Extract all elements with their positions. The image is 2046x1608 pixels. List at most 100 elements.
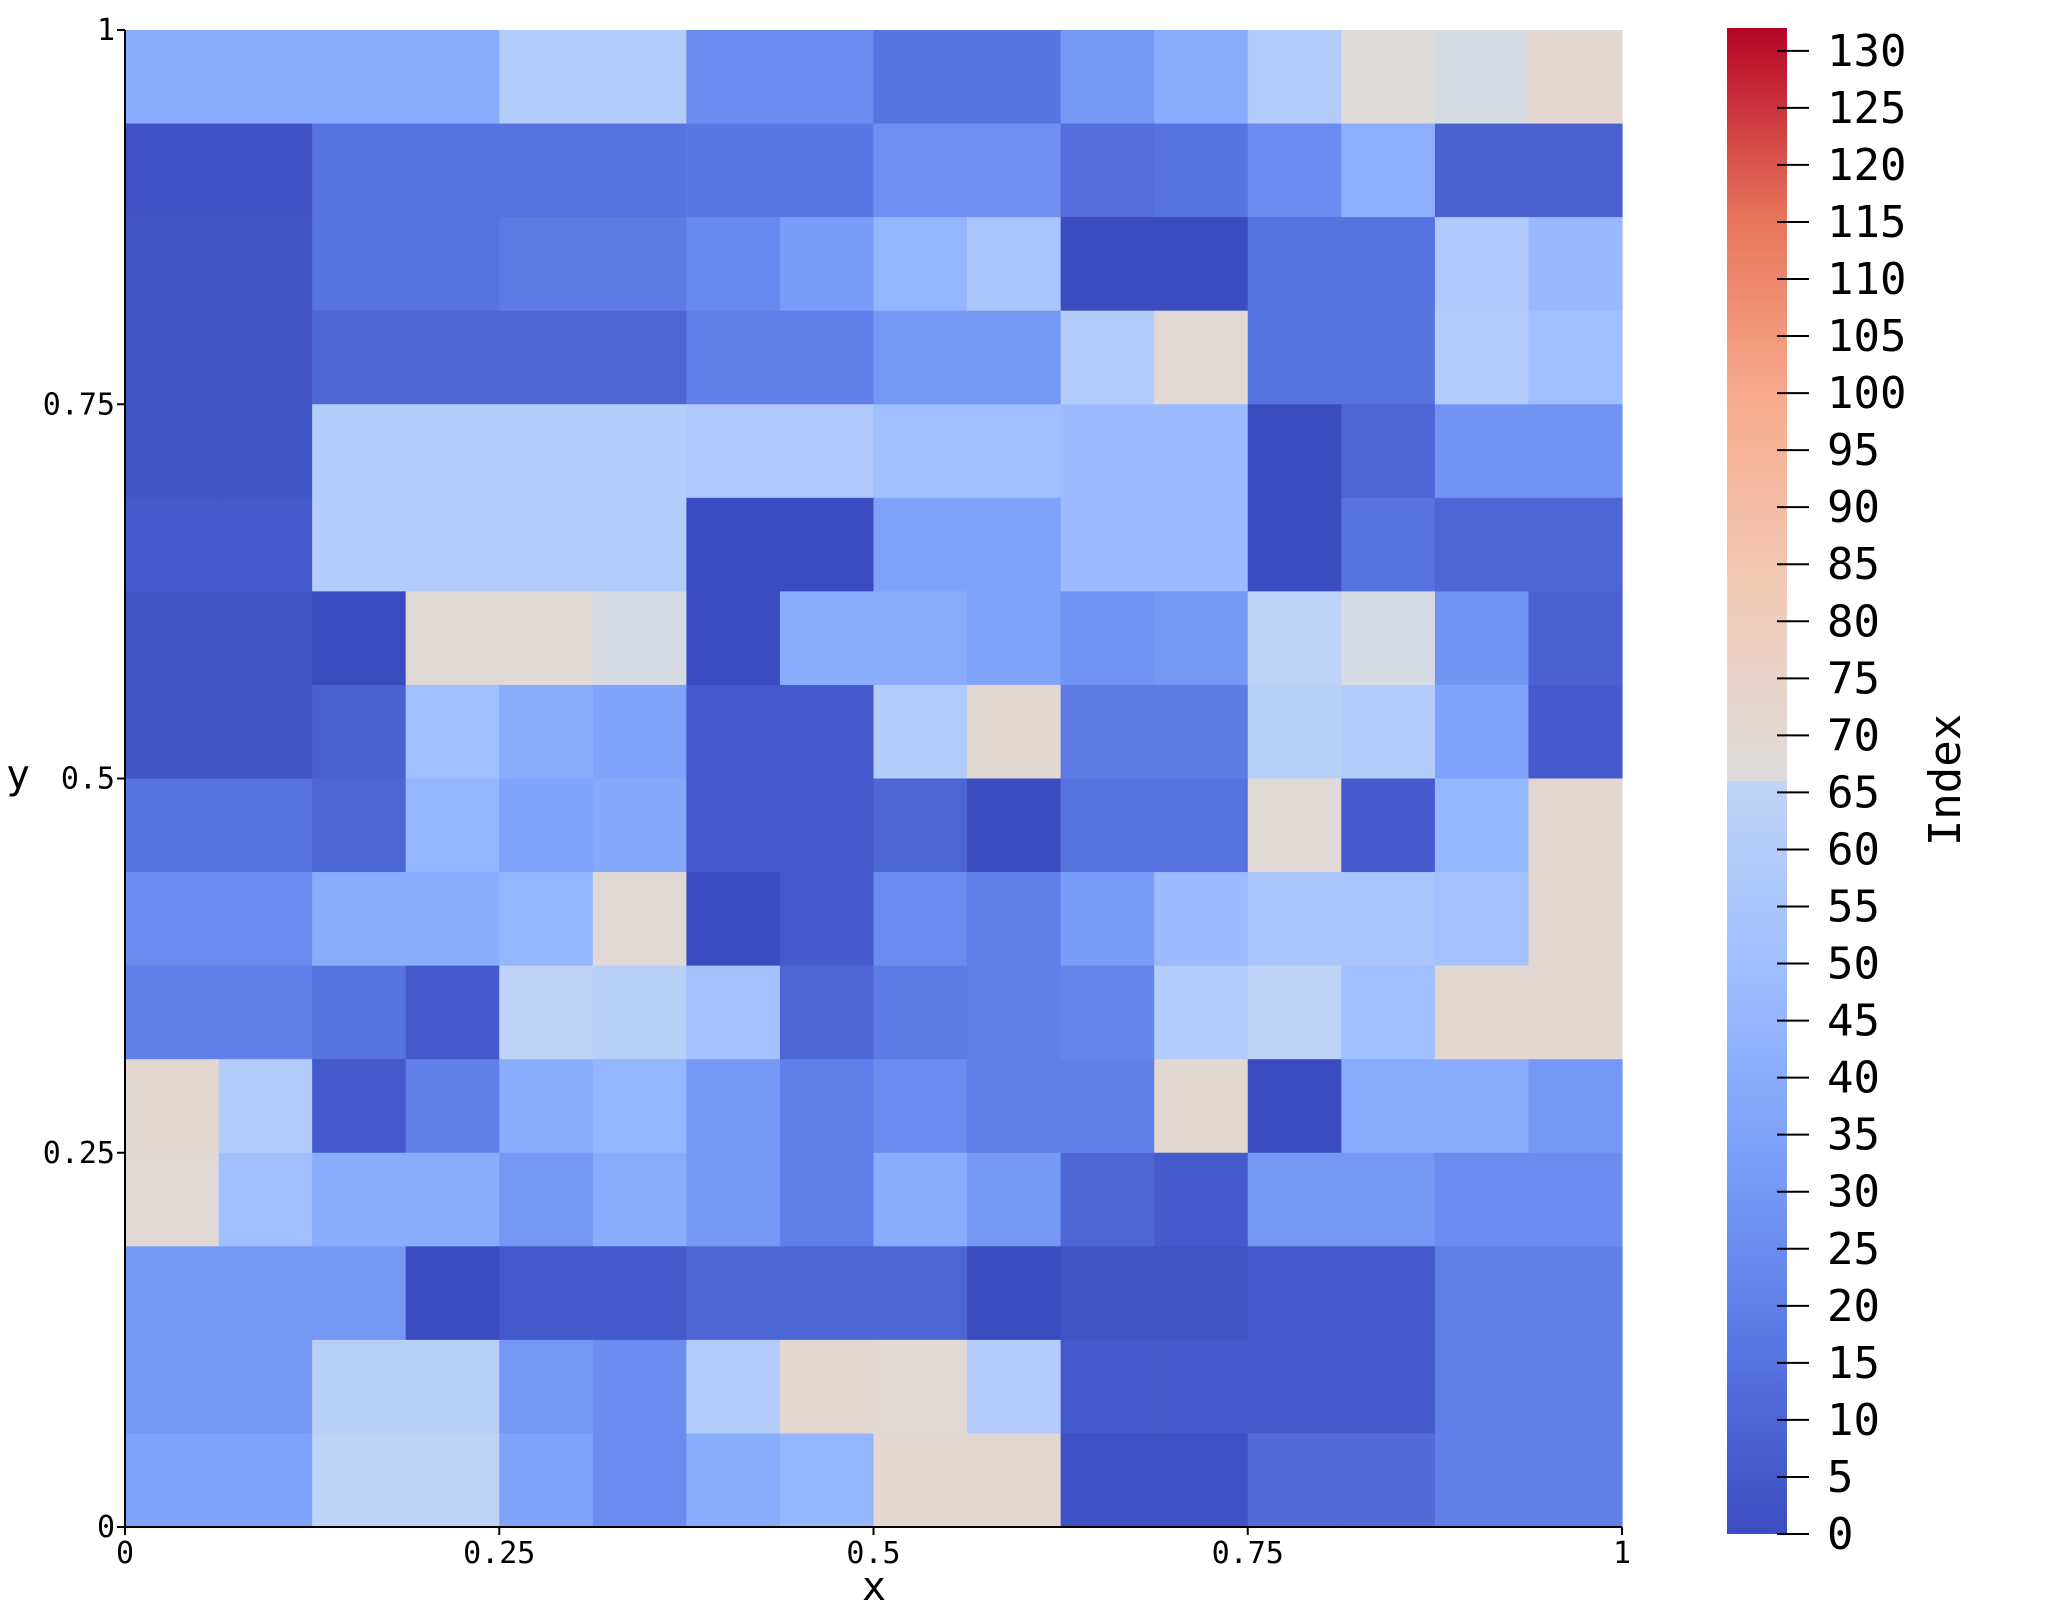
heatmap-cell xyxy=(125,1433,220,1528)
colorbar-tick-label: 5 xyxy=(1827,1452,1854,1503)
heatmap-cell xyxy=(125,217,220,312)
heatmap-cell xyxy=(499,591,594,686)
heatmap-cell xyxy=(1434,1433,1530,1528)
heatmap-cell xyxy=(1434,217,1530,312)
heatmap-cell xyxy=(125,684,220,780)
heatmap-cell xyxy=(873,1152,968,1247)
heatmap-cell xyxy=(1528,404,1623,499)
heatmap-cell xyxy=(967,1433,1062,1528)
heatmap-cell xyxy=(779,1339,875,1435)
heatmap-cell xyxy=(1154,684,1249,780)
heatmap-cell xyxy=(499,497,594,592)
heatmap-cell xyxy=(967,778,1062,873)
colorbar-tick-label: 45 xyxy=(1827,996,1880,1047)
heatmap-cell xyxy=(873,217,968,312)
heatmap-cell xyxy=(218,1059,313,1154)
heatmap-cell xyxy=(1341,310,1436,405)
heatmap-cell xyxy=(686,310,781,405)
heatmap-cell xyxy=(1341,1246,1436,1341)
colorbar-ticks: 0 5 10 15 20 25 30 35 40 45 50 55 60 65 70 75 80 85 90 95 10… xyxy=(1777,26,1906,1560)
heatmap-cell xyxy=(1060,1059,1155,1154)
heatmap-cell xyxy=(1528,123,1623,218)
heatmap-cell xyxy=(967,1059,1062,1154)
heatmap-cell xyxy=(499,310,594,405)
heatmap-cell xyxy=(873,123,968,218)
heatmap-cell xyxy=(1528,872,1623,967)
heatmap-cell xyxy=(1341,123,1436,218)
heatmap-cell xyxy=(592,965,687,1060)
heatmap-cell xyxy=(1060,30,1155,125)
heatmap-cell xyxy=(1154,778,1249,873)
y-tick-label: 0.5 xyxy=(61,762,115,797)
heatmap-cell xyxy=(312,497,407,592)
heatmap-cell xyxy=(686,1059,781,1154)
heatmap-cell xyxy=(1154,1339,1249,1435)
heatmap-cell xyxy=(1154,1059,1249,1154)
heatmap-cell xyxy=(312,965,407,1060)
heatmap-cell xyxy=(1060,123,1155,218)
heatmap-cell xyxy=(1060,684,1155,780)
heatmap-cell xyxy=(779,778,875,873)
heatmap-cell xyxy=(967,591,1062,686)
heatmap-cell xyxy=(1341,778,1436,873)
heatmap-cell xyxy=(873,1059,968,1154)
colorbar xyxy=(1727,28,1787,1534)
heatmap-cell xyxy=(218,310,313,405)
heatmap-cell xyxy=(218,1246,313,1341)
heatmap-cell xyxy=(1434,1246,1530,1341)
heatmap-cell xyxy=(592,1246,687,1341)
heatmap-cell xyxy=(967,1246,1062,1341)
heatmap-cell xyxy=(1060,404,1155,499)
heatmap-cell xyxy=(312,1339,407,1435)
heatmap-cell xyxy=(779,1433,875,1528)
heatmap-cell xyxy=(686,684,781,780)
colorbar-tick-label: 95 xyxy=(1827,425,1880,476)
heatmap-cell xyxy=(499,123,594,218)
heatmap-cell xyxy=(1154,497,1249,592)
heatmap-cell xyxy=(218,30,313,125)
heatmap-cell xyxy=(125,1059,220,1154)
heatmap-cell xyxy=(779,872,875,967)
colorbar-tick-label: 55 xyxy=(1827,882,1880,933)
heatmap-cell xyxy=(967,684,1062,780)
heatmap-cell xyxy=(1247,30,1342,125)
heatmap-cell xyxy=(1247,217,1342,312)
colorbar-tick-label: 125 xyxy=(1827,83,1906,134)
heatmap-cell xyxy=(967,1152,1062,1247)
heatmap-cell xyxy=(125,872,220,967)
heatmap-cell xyxy=(967,497,1062,592)
heatmap-cell xyxy=(125,965,220,1060)
heatmap-cell xyxy=(779,591,875,686)
heatmap-cell xyxy=(312,872,407,967)
heatmap-cell xyxy=(405,1059,500,1154)
heatmap-cell xyxy=(1434,1152,1530,1247)
heatmap-cell xyxy=(1341,1059,1436,1154)
heatmap-cell xyxy=(592,30,687,125)
heatmap-cell xyxy=(1154,123,1249,218)
colorbar-tick-label: 40 xyxy=(1827,1053,1880,1104)
heatmap-cell xyxy=(1528,1152,1623,1247)
heatmap-cell xyxy=(779,217,875,312)
heatmap-cell xyxy=(1247,1433,1342,1528)
heatmap-cell xyxy=(1528,1059,1623,1154)
heatmap-cell xyxy=(1247,1059,1342,1154)
heatmap-cell xyxy=(1247,1152,1342,1247)
heatmap-cell xyxy=(873,1339,968,1435)
y-tick-label: 0.25 xyxy=(43,1136,115,1171)
heatmap-cell xyxy=(1528,217,1623,312)
heatmap-cell xyxy=(499,217,594,312)
y-tick-label: 1 xyxy=(97,13,115,48)
heatmap-cell xyxy=(686,30,781,125)
heatmap-cell xyxy=(1434,1339,1530,1435)
heatmap-cell xyxy=(1060,310,1155,405)
heatmap-cell xyxy=(779,1152,875,1247)
heatmap-cell xyxy=(1247,497,1342,592)
heatmap-cell xyxy=(1247,778,1342,873)
heatmap-cell xyxy=(686,404,781,499)
colorbar-tick-label: 20 xyxy=(1827,1281,1880,1332)
heatmap-cell xyxy=(1434,497,1530,592)
heatmap-cell xyxy=(1154,591,1249,686)
heatmap-cell xyxy=(405,1246,500,1341)
heatmap-cell xyxy=(125,1246,220,1341)
